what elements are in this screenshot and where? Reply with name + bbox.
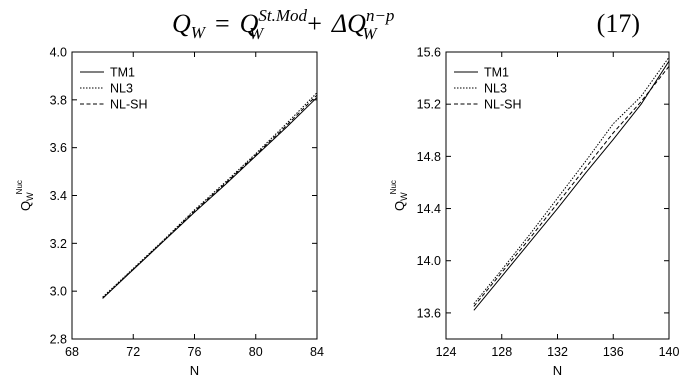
eq-equals: = (215, 9, 230, 38)
y-tick-label: 14.8 (417, 150, 441, 164)
y-axis-label-sub: W (25, 192, 35, 201)
y-axis-label: QWNuc (15, 180, 35, 211)
eq-term1-sup: St.Mod (258, 6, 307, 25)
equation-number: (17) (597, 9, 640, 38)
eq-term1-symbol: Q (240, 9, 259, 38)
y-tick-label: 3.8 (50, 93, 67, 107)
legend-label-tm1: TM1 (110, 66, 135, 80)
eq-lhs-symbol: Q (172, 9, 191, 38)
legend-label-nl3: NL3 (110, 82, 133, 96)
x-tick-label: 136 (603, 345, 624, 359)
y-tick-label: 3.0 (50, 285, 67, 299)
eq-term2-sup: n−p (366, 6, 394, 25)
series-line-nl-sh (473, 66, 670, 307)
x-tick-label: 84 (310, 345, 324, 359)
plot-frame (445, 51, 670, 340)
y-tick-label: 14.0 (417, 254, 441, 268)
y-tick-label: 3.4 (50, 189, 67, 203)
y-axis-label-main: Q (392, 201, 407, 211)
x-tick-label: 72 (126, 345, 140, 359)
y-tick-label: 13.6 (417, 306, 441, 320)
equation: QW = QSt.Mod W + ΔQn−p W (17) (172, 6, 640, 43)
series-line-nl3 (102, 92, 318, 298)
y-tick-label: 3.2 (50, 237, 67, 251)
eq-lhs-sub: W (191, 23, 207, 42)
y-axis-label-sub: W (399, 192, 409, 201)
y-tick-label: 15.6 (417, 46, 441, 60)
chart-left: 68 72 76 80 84 2.8 3.0 3.2 3.4 3.6 3.8 4.0 N QWNuc TM1… (15, 46, 324, 378)
legend-label-tm1: TM1 (484, 66, 509, 80)
legend-label-nl3: NL3 (484, 82, 507, 96)
legend-label-nl-sh: NL-SH (110, 98, 148, 112)
y-tick-label: 15.2 (417, 98, 441, 112)
y-axis-label-main: Q (18, 201, 33, 211)
x-tick-label: 124 (436, 345, 457, 359)
legend-label-nl-sh: NL-SH (484, 98, 522, 112)
y-axis-label-sup: Nuc (15, 180, 24, 194)
x-axis-label: N (553, 363, 562, 378)
x-tick-label: 128 (491, 345, 512, 359)
y-tick-label: 14.4 (417, 202, 441, 216)
series-line-nl-sh (102, 94, 318, 299)
x-tick-label: 68 (65, 345, 79, 359)
eq-term2-symbol: ΔQ (331, 9, 366, 38)
y-tick-label: 4.0 (50, 46, 67, 60)
series-line-nl3 (473, 56, 670, 305)
x-tick-label: 80 (249, 345, 263, 359)
x-tick-label: 132 (547, 345, 568, 359)
x-tick-label: 76 (188, 345, 202, 359)
y-tick-label: 2.8 (50, 333, 67, 347)
series-line-tm1 (473, 60, 670, 311)
plot-frame (71, 51, 318, 340)
charts-container: 68 72 76 80 842.83.03.23.43.63.84.0NQWNucTM1… (15, 46, 679, 378)
chart-right: 124 128 132 136 140 13.6 14.0 14.4 14.8 15.2 15.6 N… (389, 46, 679, 378)
eq-term1-sub: W (249, 24, 265, 43)
y-axis-label: QWNuc (389, 180, 409, 211)
x-axis-label: N (190, 363, 199, 378)
eq-plus: + (307, 9, 322, 38)
y-axis-label-sup: Nuc (389, 180, 398, 194)
y-tick-label: 3.6 (50, 141, 67, 155)
eq-term2-sub: W (362, 24, 378, 43)
x-tick-label: 140 (659, 345, 680, 359)
